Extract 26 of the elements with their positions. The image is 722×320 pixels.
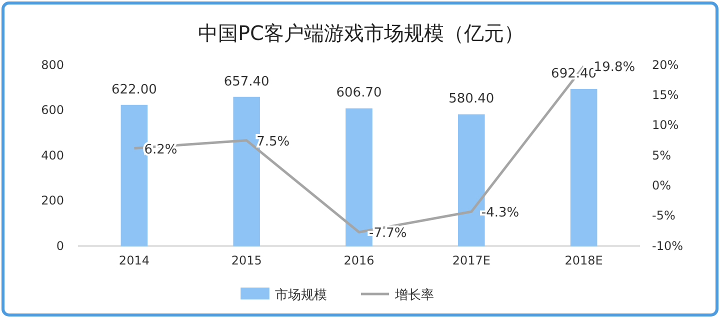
y2-tick-label: 0%: [652, 178, 672, 193]
x-tick-label: 2017E: [452, 254, 490, 268]
y-tick-label: 0: [56, 238, 64, 253]
x-tick-label: 2018E: [564, 254, 603, 268]
data-label: 657.40: [224, 74, 270, 90]
y2-tick-label: 5%: [652, 148, 672, 162]
bar: [570, 88, 598, 246]
y2-tick-label: 15%: [652, 88, 679, 102]
y2-tick-label: 10%: [652, 118, 679, 132]
y2-tick-label: -5%: [652, 208, 676, 223]
data-label: 580.40: [448, 92, 494, 107]
y-tick-label: 400: [41, 148, 64, 162]
data-label: 6.2%: [144, 142, 178, 158]
chart-title: 中国PC客户端游戏市场规模（亿元）: [198, 21, 524, 45]
data-label: 622.00: [111, 82, 157, 98]
y-tick-label: 800: [41, 58, 64, 72]
y-tick-label: 200: [41, 194, 64, 208]
y2-tick-label: 20%: [652, 58, 679, 72]
legend-label: 增长率: [394, 287, 434, 303]
data-label: 606.70: [336, 86, 382, 101]
y-tick-label: 600: [41, 103, 64, 118]
x-tick-label: 2015: [231, 254, 262, 268]
x-tick-label: 2014: [118, 254, 150, 268]
x-tick-label: 2016: [344, 254, 374, 268]
legend-label: 市场规模: [275, 288, 327, 303]
y2-tick-label: -10%: [652, 238, 684, 253]
